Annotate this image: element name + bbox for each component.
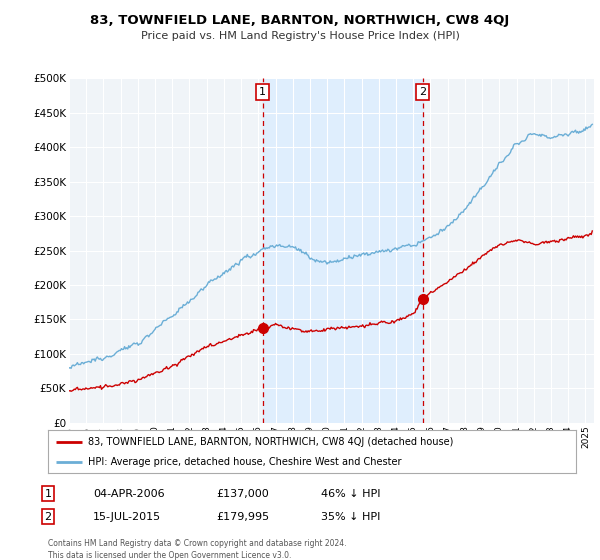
Text: 83, TOWNFIELD LANE, BARNTON, NORTHWICH, CW8 4QJ (detached house): 83, TOWNFIELD LANE, BARNTON, NORTHWICH, … xyxy=(88,437,453,447)
Text: 2: 2 xyxy=(419,87,426,97)
Bar xyxy=(263,78,422,423)
Text: 46% ↓ HPI: 46% ↓ HPI xyxy=(321,489,380,499)
Text: Price paid vs. HM Land Registry's House Price Index (HPI): Price paid vs. HM Land Registry's House … xyxy=(140,31,460,41)
Text: 1: 1 xyxy=(44,489,52,499)
Text: 83, TOWNFIELD LANE, BARNTON, NORTHWICH, CW8 4QJ: 83, TOWNFIELD LANE, BARNTON, NORTHWICH, … xyxy=(91,14,509,27)
Text: 2: 2 xyxy=(44,512,52,522)
Text: £137,000: £137,000 xyxy=(216,489,269,499)
Text: Contains HM Land Registry data © Crown copyright and database right 2024.
This d: Contains HM Land Registry data © Crown c… xyxy=(48,539,347,559)
Text: HPI: Average price, detached house, Cheshire West and Chester: HPI: Average price, detached house, Ches… xyxy=(88,458,401,467)
Text: 04-APR-2006: 04-APR-2006 xyxy=(93,489,164,499)
Text: 15-JUL-2015: 15-JUL-2015 xyxy=(93,512,161,522)
Text: 35% ↓ HPI: 35% ↓ HPI xyxy=(321,512,380,522)
Text: 1: 1 xyxy=(259,87,266,97)
Text: £179,995: £179,995 xyxy=(216,512,269,522)
